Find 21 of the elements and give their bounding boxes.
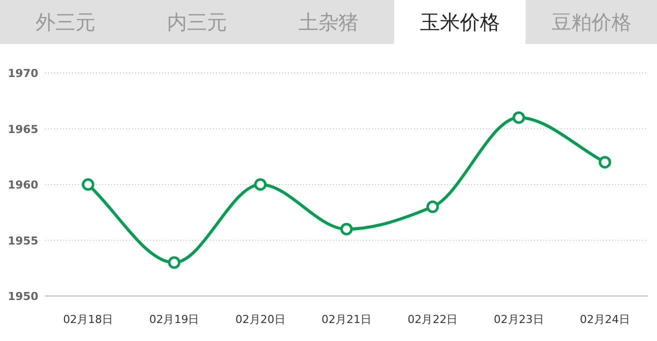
point — [598, 156, 612, 168]
point — [254, 178, 267, 191]
tabs: 外三元 内三元 土杂猪 玉米价格 豆粕价格 — [0, 0, 657, 44]
point — [82, 178, 94, 191]
point — [426, 200, 439, 214]
x-tick-label: 02月18日 — [63, 313, 114, 326]
x-tick-label: 02月23日 — [494, 313, 544, 326]
y-tick-label: 1955 — [8, 234, 38, 248]
x-tick-label: 02月19日 — [149, 313, 200, 326]
y-tick-label: 1960 — [8, 178, 39, 192]
point — [512, 111, 526, 124]
x-tick-label: 02月24日 — [580, 313, 630, 326]
point — [340, 222, 353, 236]
x-tick-label: 02月22日 — [408, 313, 458, 326]
chart-title: 玉米价格 — [420, 10, 500, 34]
x-tick-label: 02月21日 — [322, 313, 372, 326]
y-tick-label: 1950 — [8, 290, 39, 303]
y-tick-label: 1970 — [8, 67, 39, 80]
y-tick-label: 1965 — [8, 122, 38, 136]
point — [168, 256, 180, 269]
x-tick-label: 02月20日 — [235, 313, 286, 326]
